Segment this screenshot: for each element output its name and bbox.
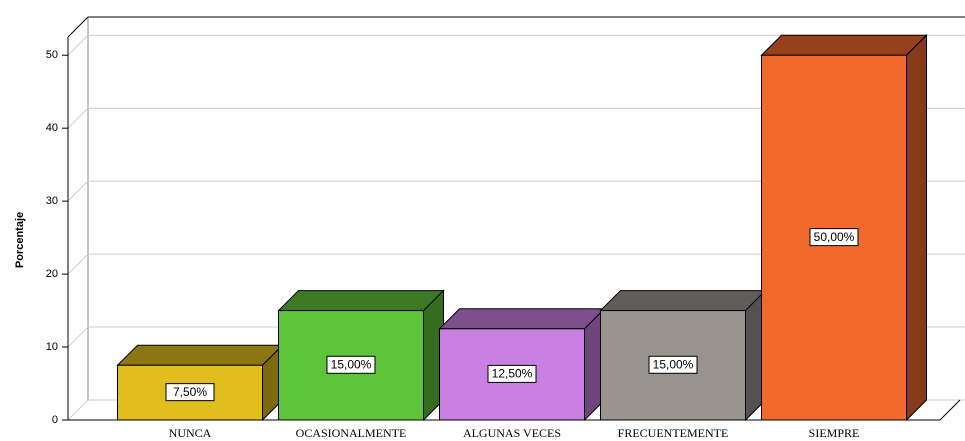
x-tick-label: SIEMPRE xyxy=(809,426,860,440)
value-label-box xyxy=(487,364,537,383)
grid-line xyxy=(67,107,89,129)
bar xyxy=(116,344,284,422)
bar xyxy=(760,34,928,422)
y-tick-label: 0 xyxy=(52,414,58,426)
x-tick-label: OCASIONALMENTE xyxy=(296,426,407,440)
floor-right xyxy=(939,399,961,421)
y-tick-label: 30 xyxy=(46,195,58,207)
bar-top xyxy=(116,344,284,366)
grid-line xyxy=(67,399,89,421)
grid-line xyxy=(67,253,89,275)
left-wall-top xyxy=(67,16,89,38)
bar xyxy=(599,289,767,422)
value-label: 12,50% xyxy=(492,367,533,381)
y-tick-label: 40 xyxy=(46,122,58,134)
value-label-box xyxy=(648,355,698,374)
bar-top xyxy=(599,290,767,312)
value-label-box xyxy=(165,383,215,402)
bar-top xyxy=(760,34,928,56)
y-tick-label: 20 xyxy=(46,268,58,280)
value-label: 7,50% xyxy=(173,385,207,399)
grid-line xyxy=(67,34,89,56)
x-tick-label: ALGUNAS VECES xyxy=(463,426,561,440)
bar xyxy=(438,307,606,422)
value-label-box xyxy=(326,355,376,374)
grid-line xyxy=(67,180,89,202)
value-label-box xyxy=(809,228,859,247)
value-label: 15,00% xyxy=(653,357,694,371)
value-label: 50,00% xyxy=(814,230,855,244)
bar-top xyxy=(438,308,606,330)
value-label: 15,00% xyxy=(331,357,372,371)
x-tick-label: NUNCA xyxy=(169,426,212,440)
y-axis-label: Porcentaje xyxy=(14,212,26,268)
y-tick-label: 10 xyxy=(46,341,58,353)
bar xyxy=(277,289,445,422)
grid-line xyxy=(67,326,89,348)
y-tick-label: 50 xyxy=(46,49,58,61)
bar-side xyxy=(906,34,927,422)
x-tick-label: FRECUENTEMENTE xyxy=(618,426,729,440)
bar-top xyxy=(277,290,445,312)
